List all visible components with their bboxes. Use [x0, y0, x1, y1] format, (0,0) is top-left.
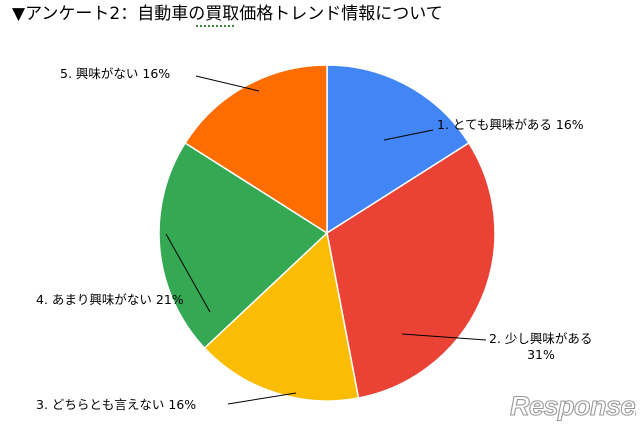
spellcheck-underline	[196, 25, 236, 27]
slice-label-4: 4. あまり興味がない 21%	[36, 292, 184, 307]
leader-line-3	[227, 392, 297, 405]
pie-slice-1	[326, 64, 470, 235]
slice-label-2: 2. 少し興味がある	[489, 331, 592, 346]
leader-line-2	[401, 333, 487, 341]
slice-label-3: 3. どちらとも言えない 16%	[36, 397, 196, 412]
response-watermark: Response.	[509, 390, 636, 421]
watermark-text: Response.	[510, 391, 636, 421]
leader-line-5	[195, 75, 260, 92]
leader-line-1	[383, 129, 434, 141]
page-title: ▼アンケート2：自動車の買取価格トレンド情報について	[12, 4, 443, 24]
pie-slice-5	[184, 64, 328, 235]
leader-line-4	[165, 233, 211, 313]
slice-label-5: 5. 興味がない 16%	[60, 66, 170, 81]
pie-slices	[158, 64, 496, 402]
leader-lines	[165, 75, 487, 405]
slice-label-2-line-2: 31%	[527, 347, 555, 362]
pie-slice-3	[203, 231, 360, 402]
slice-label-1: 1. とても興味がある 16%	[437, 117, 584, 132]
pie-slice-2	[326, 141, 496, 399]
